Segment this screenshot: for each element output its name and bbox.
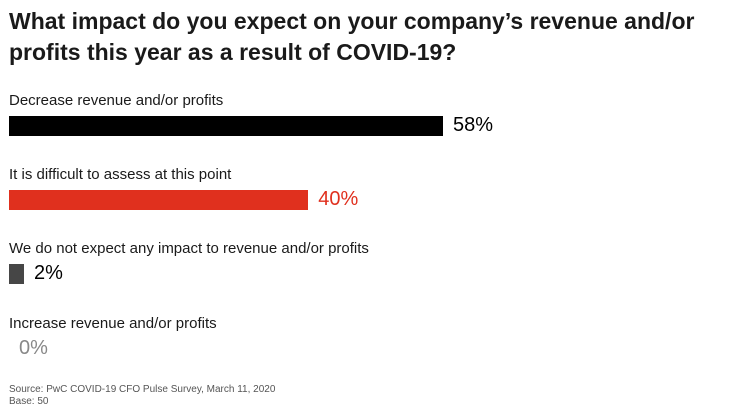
category-label: Decrease revenue and/or profits bbox=[9, 92, 224, 109]
base-note: Base: 50 bbox=[9, 396, 49, 407]
category-label: We do not expect any impact to revenue a… bbox=[9, 240, 369, 257]
bar-row: Decrease revenue and/or profits 58% bbox=[9, 92, 724, 152]
value-label: 40% bbox=[318, 188, 359, 210]
bar-row: Increase revenue and/or profits 0% bbox=[9, 315, 724, 375]
category-label: It is difficult to assess at this point bbox=[9, 166, 232, 183]
bar-row: We do not expect any impact to revenue a… bbox=[9, 240, 724, 300]
value-label: 2% bbox=[33, 262, 63, 284]
chart-title: What impact do you expect on your compan… bbox=[9, 8, 695, 65]
bar bbox=[9, 264, 24, 284]
source-note: Source: PwC COVID-19 CFO Pulse Survey, M… bbox=[9, 384, 276, 395]
bar-row: It is difficult to assess at this point 4… bbox=[9, 166, 724, 226]
value-label: 58% bbox=[453, 114, 494, 136]
value-label: 0% bbox=[19, 337, 48, 359]
bar bbox=[9, 190, 309, 210]
chart-footer: Source: PwC COVID-19 CFO Pulse Survey, M… bbox=[9, 384, 275, 408]
bar bbox=[9, 116, 443, 136]
category-label: Increase revenue and/or profits bbox=[9, 315, 217, 332]
